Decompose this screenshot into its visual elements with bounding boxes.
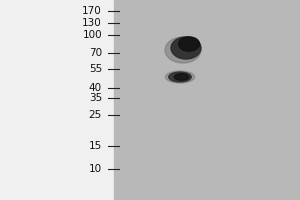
Text: 35: 35: [89, 93, 102, 103]
Bar: [0, 0, 114, 200]
Text: 40: 40: [89, 83, 102, 93]
Text: 25: 25: [89, 110, 102, 120]
Text: 55: 55: [89, 64, 102, 74]
Ellipse shape: [174, 74, 189, 80]
Text: 15: 15: [89, 141, 102, 151]
Ellipse shape: [171, 37, 201, 59]
Ellipse shape: [178, 37, 200, 51]
Text: 100: 100: [82, 30, 102, 40]
Bar: [114, 0, 300, 200]
Ellipse shape: [165, 71, 195, 83]
Ellipse shape: [165, 37, 201, 63]
Text: 10: 10: [89, 164, 102, 174]
Text: 70: 70: [89, 48, 102, 58]
Ellipse shape: [169, 72, 191, 82]
Text: 170: 170: [82, 6, 102, 16]
Text: 130: 130: [82, 18, 102, 28]
